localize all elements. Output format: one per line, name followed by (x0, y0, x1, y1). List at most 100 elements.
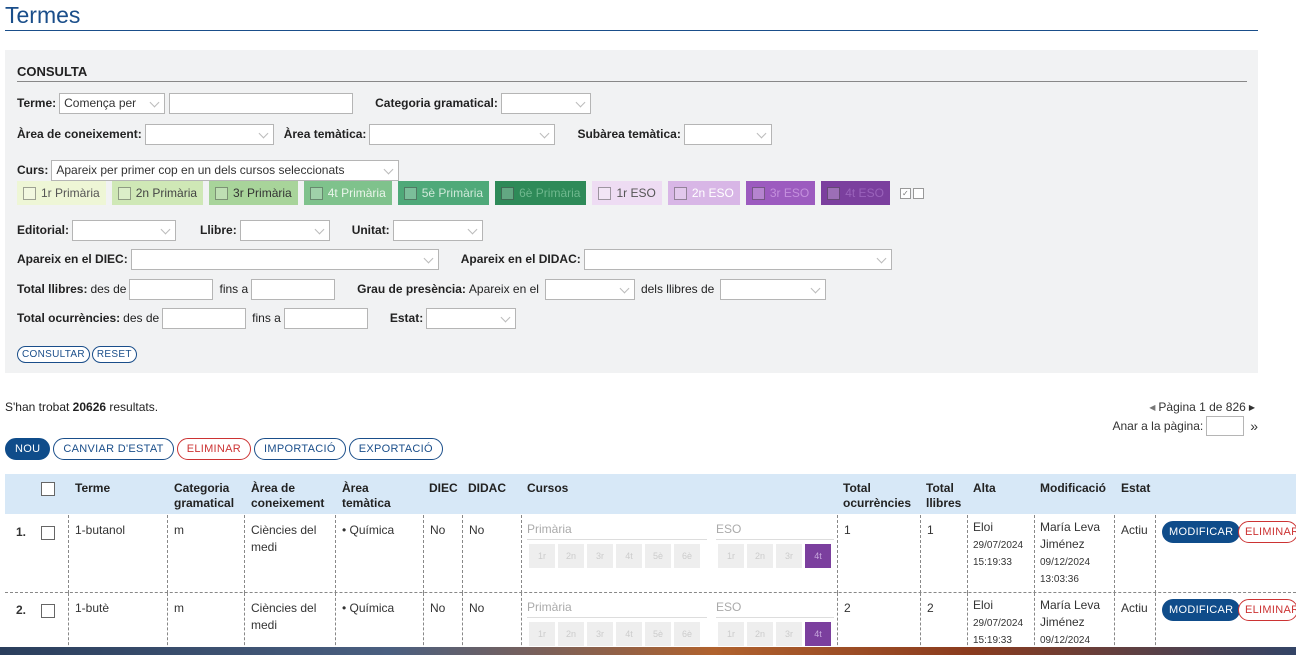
chevron-down-icon (160, 224, 171, 234)
course-checkbox[interactable] (215, 186, 229, 200)
action-bar: NOU CANVIAR D'ESTAT ELIMINAR IMPORTACIÓ … (5, 438, 446, 460)
apareix-en-el-label: Apareix en el (468, 282, 539, 296)
terme-mode-select[interactable]: Comença per (59, 92, 166, 114)
total-llibres-from-input[interactable] (129, 278, 214, 300)
course-checkbox[interactable] (673, 186, 687, 200)
course-chip[interactable]: 3r ESO (745, 181, 816, 205)
course-chip[interactable]: 1r Primària (17, 181, 106, 205)
header-tematica[interactable]: Àrea temàtica (342, 481, 391, 511)
course-checkbox[interactable] (598, 186, 612, 200)
course-chip[interactable]: 4t ESO (821, 181, 890, 205)
header-estat[interactable]: Estat (1121, 481, 1151, 495)
categoria-select[interactable] (500, 92, 591, 114)
header-llibres-1: Total (926, 481, 954, 495)
row-mod-user-2: Jiménez (1040, 615, 1085, 629)
header-terme[interactable]: Terme (75, 481, 111, 495)
total-ocurrencies-from-input[interactable] (162, 307, 247, 329)
canviar-estat-button[interactable]: CANVIAR D'ESTAT (53, 438, 174, 460)
row-checkbox[interactable] (41, 604, 55, 618)
row-tematica: • Química (342, 523, 395, 537)
row-checkbox[interactable] (41, 526, 55, 540)
diec-select[interactable] (130, 248, 439, 270)
header-diec[interactable]: DIEC (429, 481, 458, 495)
course-chip[interactable]: 2n ESO (667, 181, 740, 205)
course-checkbox[interactable] (117, 186, 131, 200)
header-alta[interactable]: Alta (973, 481, 996, 495)
header-cursos[interactable]: Cursos (527, 481, 569, 495)
row-eliminar-button[interactable]: ELIMINAR (1238, 599, 1296, 621)
chevron-down-icon (575, 97, 586, 107)
reset-button[interactable]: RESET (91, 345, 137, 363)
terme-mode-value: Comença per (64, 96, 137, 110)
course-chip[interactable]: 1r ESO (592, 181, 662, 205)
row-course-box: 1r (718, 544, 744, 568)
exportacio-button[interactable]: EXPORTACIÓ (348, 438, 443, 460)
row-course-box: 3r (776, 544, 802, 568)
results-count: 20626 (72, 400, 107, 414)
column-separator (1034, 593, 1035, 655)
curs-mode-select[interactable]: Apareix per primer cop en un dels cursos… (51, 159, 400, 181)
goto-page-label: Anar a la pàgina: (1112, 419, 1204, 433)
course-checkbox[interactable] (23, 186, 36, 200)
des-de-label: des de (90, 282, 127, 296)
total-ocurrencies-to-input[interactable] (283, 307, 368, 329)
cursos-eso-label: ESO (716, 600, 742, 614)
header-llibres[interactable]: Total llibres (926, 481, 961, 511)
modificar-button[interactable]: MODIFICAR (1162, 599, 1241, 621)
column-separator (1155, 593, 1156, 655)
uncheck-all-icon[interactable] (912, 187, 924, 199)
results-summary: S'han trobat 20626 resultats. (5, 400, 158, 414)
editorial-select[interactable] (72, 219, 177, 241)
total-llibres-to-input[interactable] (251, 278, 336, 300)
row-area-1: Ciències del (251, 601, 317, 615)
course-chip-label: 5è Primària (421, 186, 484, 200)
row-mod-date: 09/12/2024 (1040, 557, 1091, 568)
row-ocurrencies: 1 (844, 523, 851, 537)
row-alta-time: 15:19:33 (973, 557, 1012, 568)
importacio-button[interactable]: IMPORTACIÓ (254, 438, 346, 460)
select-all-checkbox[interactable] (41, 482, 55, 496)
double-chevron-right-icon[interactable]: » (1250, 418, 1258, 434)
header-area[interactable]: Àrea de coneixement (251, 481, 324, 511)
course-chip[interactable]: 6è Primària (495, 181, 587, 205)
prev-page-icon[interactable]: ◀ (1149, 402, 1156, 412)
course-chip[interactable]: 5è Primària (397, 181, 490, 205)
unitat-select[interactable] (392, 219, 483, 241)
header-categoria[interactable]: Categoria gramatical (174, 481, 234, 511)
column-separator (167, 515, 168, 593)
area-select[interactable] (144, 123, 274, 145)
cursos-divider (527, 617, 707, 618)
course-checkbox[interactable] (403, 186, 417, 200)
course-checkbox[interactable] (751, 186, 765, 200)
course-checkbox[interactable] (827, 186, 841, 200)
didac-select[interactable] (583, 248, 892, 270)
grau-select[interactable] (544, 278, 635, 300)
header-ocurrencies[interactable]: Total ocurrències (843, 481, 911, 511)
header-modificacio[interactable]: Modificació (1040, 481, 1107, 495)
header-tematica-2: temàtica (342, 496, 391, 510)
course-chip[interactable]: 3r Primària (209, 181, 298, 205)
area-tematica-select[interactable] (369, 123, 556, 145)
header-didac[interactable]: DIDAC (468, 481, 506, 495)
row-eliminar-button[interactable]: ELIMINAR (1238, 521, 1296, 543)
course-checkbox[interactable] (501, 186, 515, 200)
row-course-box: 4t (616, 544, 642, 568)
course-chip[interactable]: 4t Primària (303, 181, 392, 205)
subarea-select[interactable] (683, 123, 772, 145)
nou-button[interactable]: NOU (5, 438, 51, 460)
check-all-icon[interactable]: ✓ (899, 187, 911, 199)
goto-page-input[interactable] (1206, 416, 1245, 436)
course-chip[interactable]: 2n Primària (111, 181, 204, 205)
course-checkbox[interactable] (309, 186, 323, 200)
eliminar-button[interactable]: ELIMINAR (176, 438, 252, 460)
terme-input[interactable] (169, 92, 354, 114)
llibre-select[interactable] (239, 219, 330, 241)
consultar-button[interactable]: CONSULTAR (17, 345, 90, 363)
next-page-icon[interactable]: ▶ (1248, 402, 1255, 412)
estat-select[interactable] (426, 307, 517, 329)
row-course-box: 3r (587, 622, 613, 646)
llibres-de-select[interactable] (720, 278, 827, 300)
column-separator (1155, 515, 1156, 593)
modificar-button[interactable]: MODIFICAR (1162, 521, 1241, 543)
chevron-down-icon (500, 312, 511, 322)
